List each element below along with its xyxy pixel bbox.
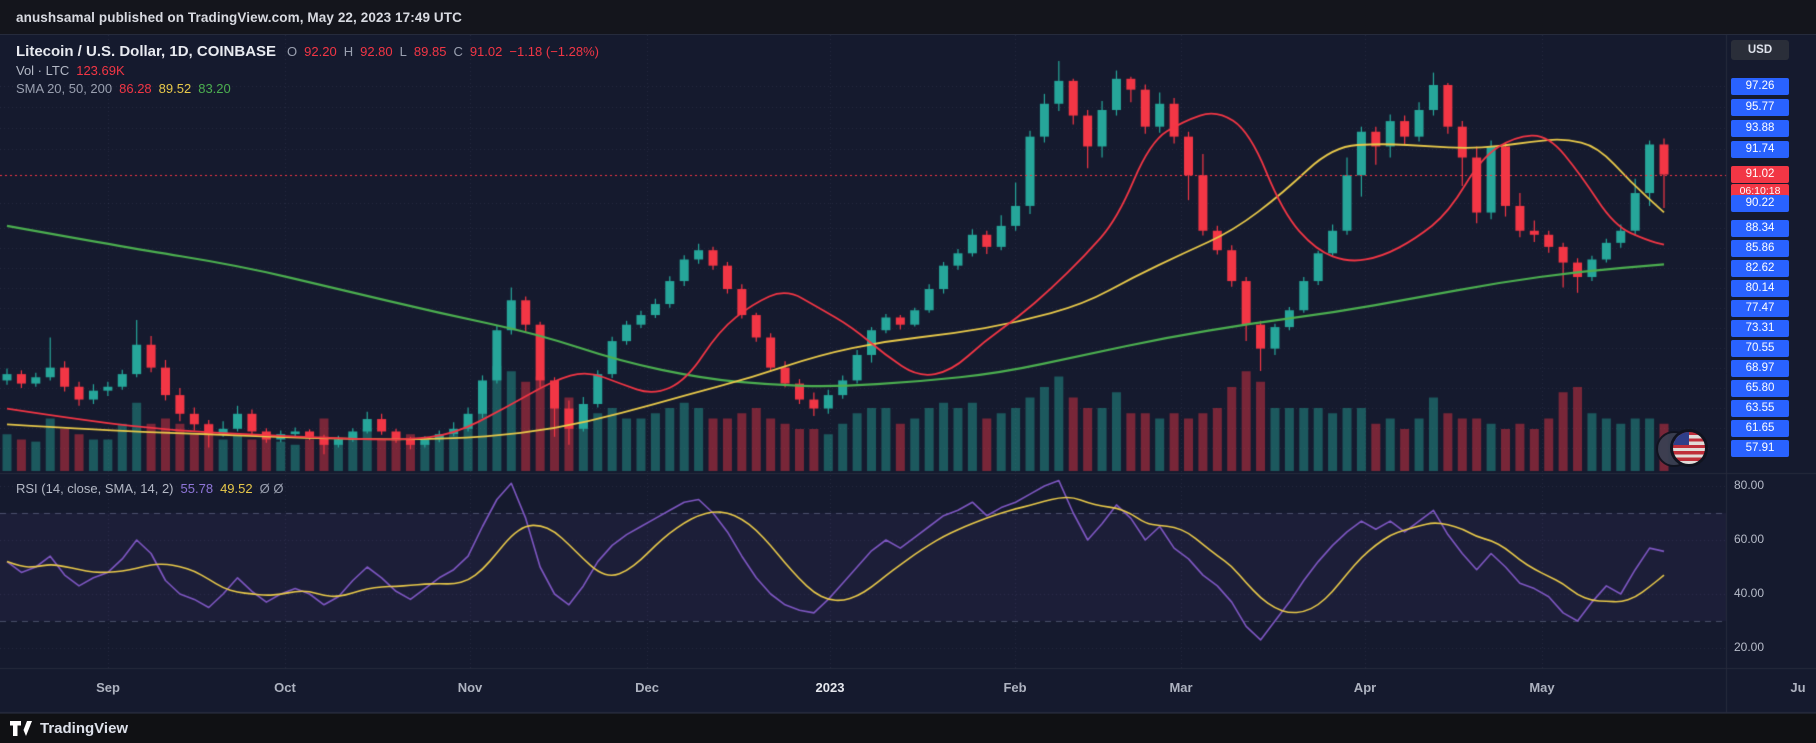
volume-value: 123.69K	[76, 63, 125, 78]
tradingview-logo-icon	[10, 721, 32, 736]
attribution-bar: anushsamal published on TradingView.com,…	[0, 0, 1816, 35]
sma20-value: 86.28	[119, 81, 152, 96]
time-axis-label: Apr	[1353, 680, 1377, 695]
price-axis-label: 90.22	[1731, 194, 1789, 212]
price-axis-label: 95.77	[1731, 98, 1789, 116]
high-value: 92.80	[360, 44, 393, 59]
price-axis-label: 70.55	[1731, 339, 1789, 357]
price-axis-label: 93.88	[1731, 119, 1789, 137]
price-axis-label: 80.14	[1731, 279, 1789, 297]
sma-legend[interactable]: SMA 20, 50, 200 86.28 89.52 83.20	[16, 81, 231, 96]
rsi-axis-label: 80.00	[1734, 478, 1765, 492]
rsi-axis-label: 20.00	[1734, 640, 1765, 654]
time-axis-label: Oct	[274, 680, 296, 695]
price-axis-label: 88.34	[1731, 219, 1789, 237]
symbol-legend[interactable]: Litecoin / U.S. Dollar, 1D, COINBASE O 9…	[16, 43, 599, 60]
change-value: −1.18 (−1.28%)	[509, 44, 599, 59]
rsi-bands-value: Ø Ø	[259, 481, 284, 496]
time-axis-label: Ju	[1790, 680, 1806, 695]
price-axis-label: 73.31	[1731, 319, 1789, 337]
price-axis-label: 91.74	[1731, 140, 1789, 158]
price-axis-label: 82.62	[1731, 259, 1789, 277]
tradingview-brand[interactable]: TradingView	[40, 720, 129, 737]
low-label: L	[399, 44, 407, 59]
time-axis-label: Nov	[457, 680, 483, 695]
price-axis-label: 57.91	[1731, 439, 1789, 457]
time-axis-label: Dec	[635, 680, 659, 695]
open-label: O	[287, 44, 298, 59]
rsi-value: 55.78	[180, 481, 214, 496]
usd-flag-icon	[1670, 429, 1708, 467]
footer-bar: TradingView	[0, 713, 1816, 743]
price-axis-label: 85.86	[1731, 239, 1789, 257]
currency-chip: USD	[1731, 40, 1789, 60]
rsi-legend[interactable]: RSI (14, close, SMA, 14, 2) 55.78 49.52 …	[16, 481, 283, 496]
sma200-value: 83.20	[198, 81, 231, 96]
time-axis-label: May	[1529, 680, 1555, 695]
close-value: 91.02	[469, 44, 503, 59]
chart-area: Litecoin / U.S. Dollar, 1D, COINBASE O 9…	[0, 35, 1816, 713]
time-axis-label: 2023	[815, 680, 845, 695]
price-axis-label: 68.97	[1731, 359, 1789, 377]
chart-canvas[interactable]	[0, 35, 1816, 713]
attribution-text: anushsamal published on TradingView.com,…	[16, 9, 462, 25]
open-value: 92.20	[304, 44, 337, 59]
low-value: 89.85	[413, 44, 447, 59]
last-price-chip: 91.02	[1731, 166, 1789, 184]
symbol-title: Litecoin / U.S. Dollar, 1D, COINBASE	[16, 43, 277, 60]
time-axis-label: Sep	[96, 680, 120, 695]
volume-label: Vol · LTC	[16, 63, 70, 78]
price-axis-label: 77.47	[1731, 299, 1789, 317]
sma50-value: 89.52	[158, 81, 192, 96]
price-axis-label: 61.65	[1731, 419, 1789, 437]
price-axis-label: 65.80	[1731, 379, 1789, 397]
price-axis-label: 63.55	[1731, 399, 1789, 417]
sma-label: SMA 20, 50, 200	[16, 81, 113, 96]
rsi-sma-value: 49.52	[220, 481, 253, 496]
time-axis-label: Mar	[1169, 680, 1193, 695]
price-axis-label: 97.26	[1731, 77, 1789, 95]
pair-logo	[1656, 429, 1708, 467]
volume-legend[interactable]: Vol · LTC 123.69K	[16, 63, 125, 78]
rsi-axis-label: 60.00	[1734, 532, 1765, 546]
time-axis-label: Feb	[1003, 680, 1027, 695]
close-label: C	[453, 44, 463, 59]
rsi-label: RSI (14, close, SMA, 14, 2)	[16, 481, 174, 496]
high-label: H	[343, 44, 354, 59]
rsi-axis-label: 40.00	[1734, 586, 1765, 600]
